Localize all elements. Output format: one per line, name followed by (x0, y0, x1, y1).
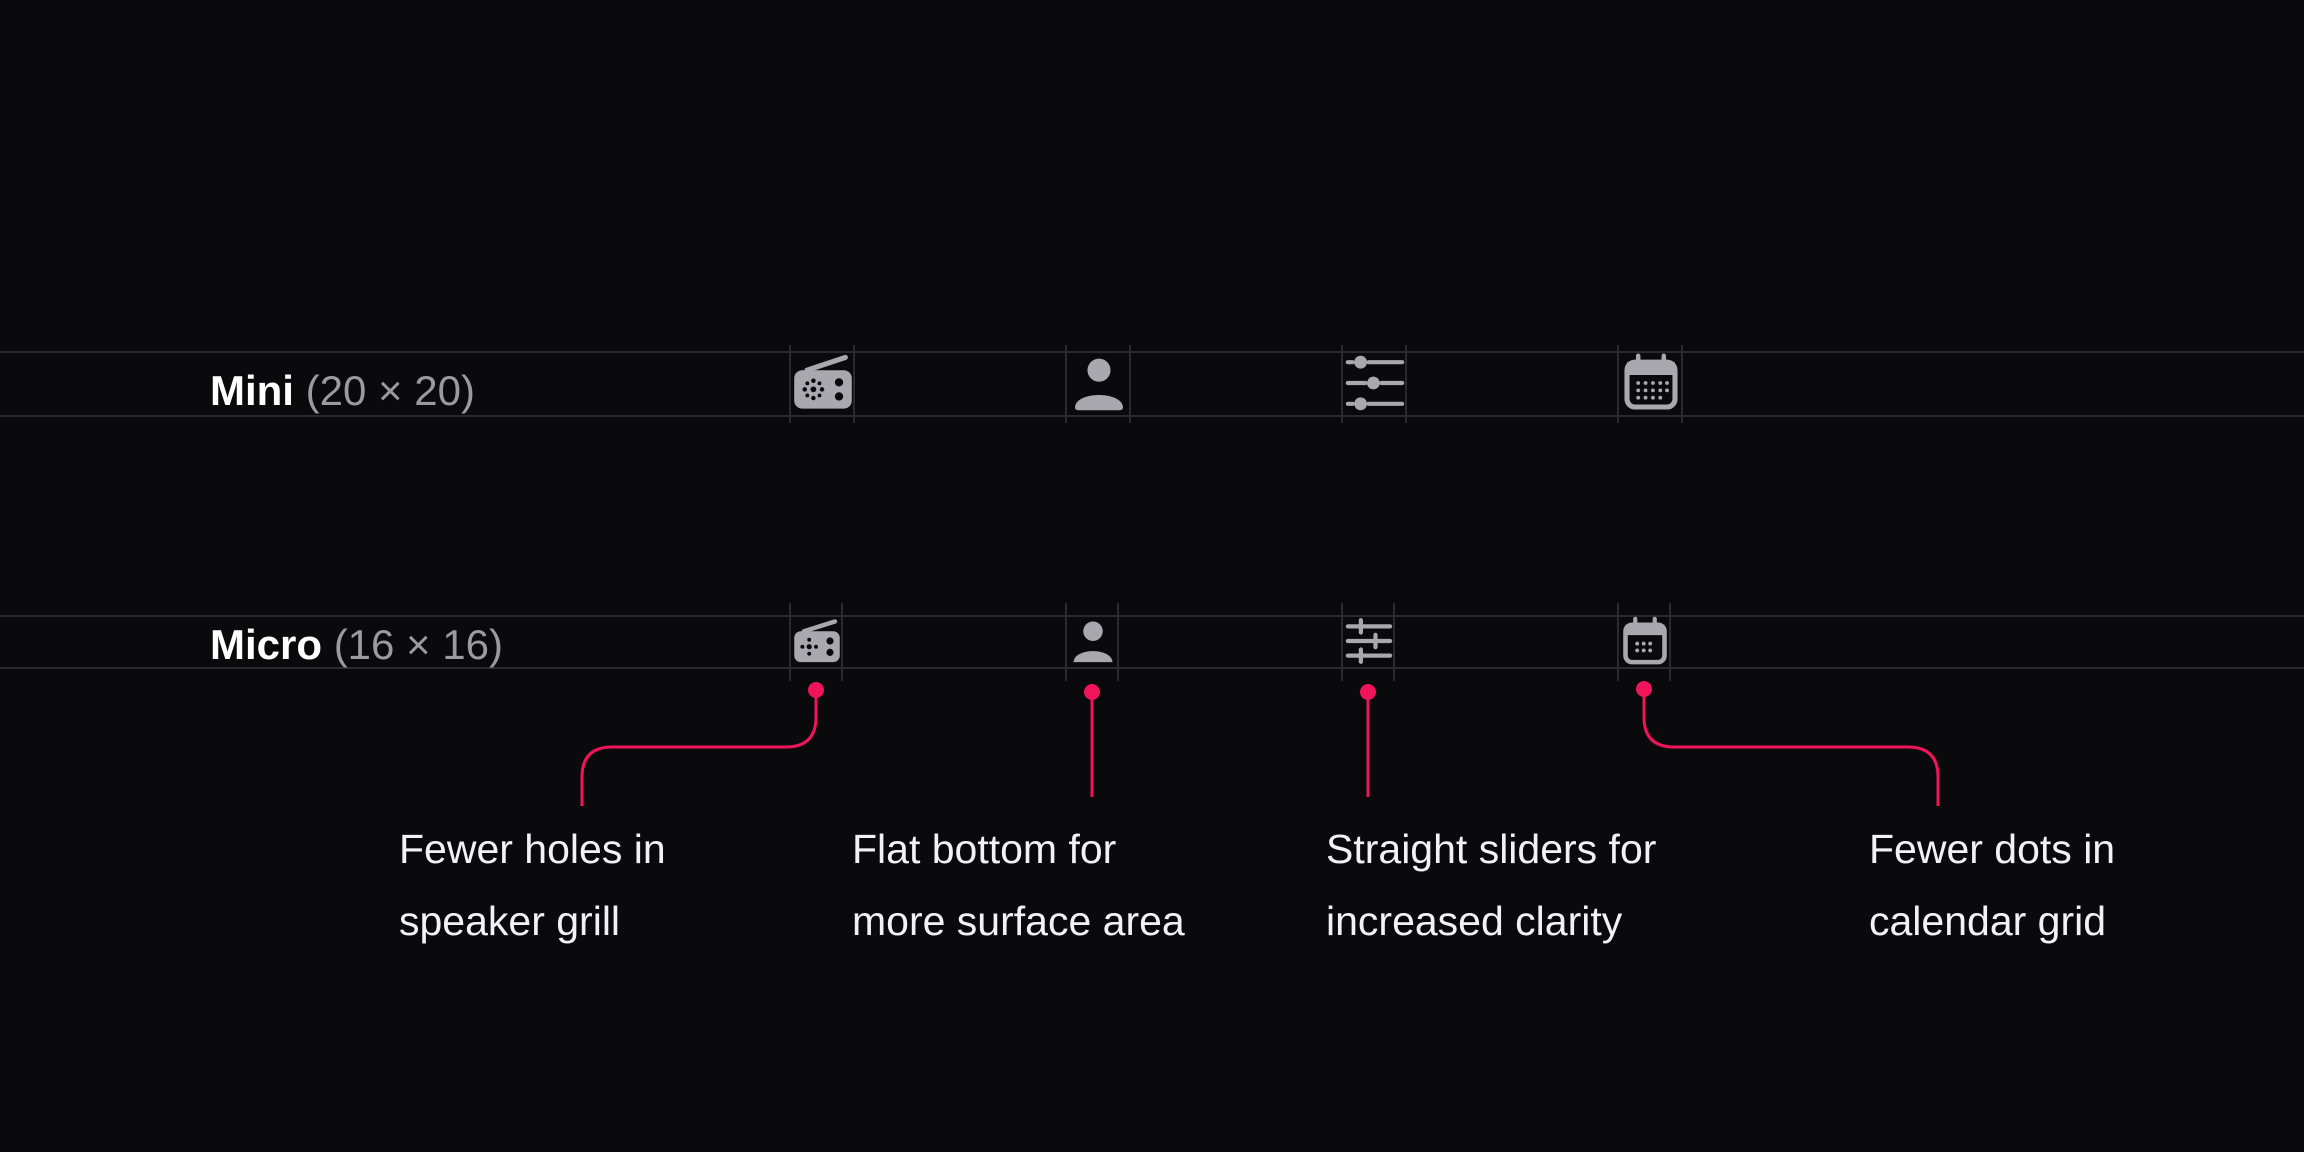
micro-guide-bottom (0, 667, 2304, 669)
mini-guide-v (1065, 345, 1067, 423)
annotation-line: Fewer holes in (399, 826, 666, 872)
micro-guide-v (841, 603, 843, 681)
mini-guide-v (1341, 345, 1343, 423)
calendar-icon (1624, 353, 1678, 410)
connector-line (580, 691, 818, 806)
mini-guide-v (853, 345, 855, 423)
connector-dot (1360, 684, 1376, 700)
row-dims: (16 × 16) (333, 621, 503, 668)
micro-guide-v (1341, 603, 1343, 681)
user-icon (1073, 621, 1113, 663)
mini-guide-v (1405, 345, 1407, 423)
sliders-icon (1345, 355, 1405, 411)
annotation-radio: Fewer holes in speaker grill (399, 813, 819, 957)
mini-guide-v (1617, 345, 1619, 423)
mini-guide-bottom (0, 415, 2304, 417)
radio-icon (794, 354, 852, 409)
micro-guide-v (1669, 603, 1671, 681)
row-label-micro: Micro (16 × 16) (210, 624, 503, 666)
micro-guide-top (0, 615, 2304, 617)
annotation-line: more surface area (852, 898, 1185, 944)
annotation-line: Flat bottom for (852, 826, 1117, 872)
annotation-line: Straight sliders for (1326, 826, 1657, 872)
annotation-line: speaker grill (399, 898, 621, 944)
mini-guide-v (1681, 345, 1683, 423)
annotation-line: Fewer dots in (1869, 826, 2116, 872)
mini-guide-v (789, 345, 791, 423)
row-dims: (20 × 20) (305, 367, 475, 414)
annotation-line: increased clarity (1326, 898, 1623, 944)
micro-guide-v (1065, 603, 1067, 681)
calendar-icon (1623, 616, 1667, 665)
user-icon (1075, 358, 1123, 411)
connector-dot (808, 682, 824, 698)
micro-guide-v (1617, 603, 1619, 681)
micro-guide-v (789, 603, 791, 681)
annotation-user: Flat bottom for more surface area (852, 813, 1272, 957)
annotation-sliders: Straight sliders for increased clarity (1326, 813, 1746, 957)
annotation-line: calendar grid (1869, 898, 2107, 944)
connector-dot (1636, 681, 1652, 697)
radio-icon (794, 619, 840, 663)
connector-line (1642, 690, 1940, 806)
mini-guide-v (1129, 345, 1131, 423)
row-name: Micro (210, 621, 323, 668)
annotation-calendar: Fewer dots in calendar grid (1869, 813, 2289, 957)
micro-guide-v (1393, 603, 1395, 681)
micro-guide-v (1117, 603, 1119, 681)
row-name: Mini (210, 367, 294, 414)
mini-guide-top (0, 351, 2304, 353)
row-label-mini: Mini (20 × 20) (210, 370, 475, 412)
connector-dot (1084, 684, 1100, 700)
sliders-icon (1345, 618, 1393, 664)
